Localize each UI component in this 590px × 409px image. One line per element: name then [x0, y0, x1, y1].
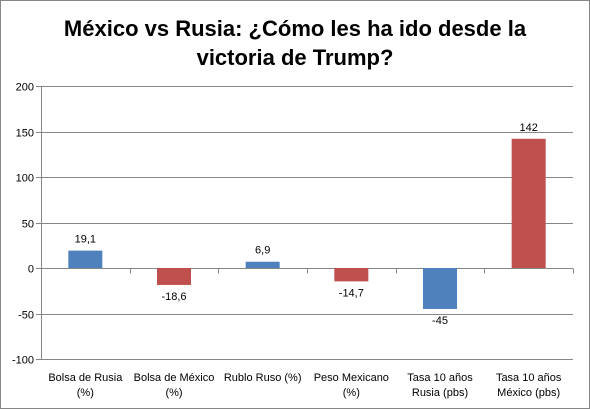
bar — [423, 268, 457, 309]
y-tick-label: 100 — [16, 173, 34, 185]
y-tick-label: 0 — [28, 264, 34, 276]
chart-title-line-2: victoria de Trump? — [196, 45, 394, 70]
gridlines — [41, 86, 573, 360]
y-tick-label: 150 — [16, 128, 34, 140]
y-tick-label: -50 — [18, 310, 34, 322]
data-label: -45 — [432, 315, 448, 327]
x-category-label: (%) — [77, 387, 94, 399]
bar — [245, 261, 280, 268]
x-axis-categories: Bolsa de Rusia (%) Bolsa de México (%) Rublo… — [48, 372, 562, 399]
y-axis-ticks: -100 -50 0 50 100 150 200 — [12, 82, 574, 367]
x-category-label: (%) — [165, 387, 182, 399]
x-category-label: Bolsa de Rusia — [48, 372, 123, 384]
bar — [334, 268, 369, 282]
data-label: 6,9 — [255, 245, 270, 257]
data-label: 142 — [519, 122, 537, 134]
x-category-label: Rublo Ruso (%) — [224, 372, 302, 384]
data-label: -18,6 — [161, 291, 186, 303]
data-labels: 19,1 -18,6 6,9 -14,7 -45 142 — [75, 122, 538, 327]
x-category-label: (%) — [343, 387, 360, 399]
x-category-label: Bolsa de México — [134, 372, 215, 384]
x-category-label: Rusia (pbs) — [412, 387, 468, 399]
bar — [511, 138, 546, 268]
data-label: -14,7 — [339, 287, 364, 299]
y-tick-label: -100 — [12, 355, 34, 367]
chart-title: México vs Rusia: ¿Cómo les ha ido desde … — [40, 14, 550, 72]
bar — [157, 268, 191, 285]
chart-title-line-1: México vs Rusia: ¿Cómo les ha ido desde … — [63, 16, 527, 41]
bar — [68, 250, 103, 268]
bars — [68, 138, 546, 309]
y-tick-label: 200 — [16, 82, 34, 94]
x-category-label: Tasa 10 años — [407, 372, 473, 384]
x-category-label: Peso Mexicano — [314, 372, 389, 384]
y-tick-label: 50 — [22, 219, 34, 231]
x-category-label: México (pbs) — [497, 387, 560, 399]
data-label: 19,1 — [75, 234, 96, 246]
x-category-label: Tasa 10 años — [496, 372, 562, 384]
